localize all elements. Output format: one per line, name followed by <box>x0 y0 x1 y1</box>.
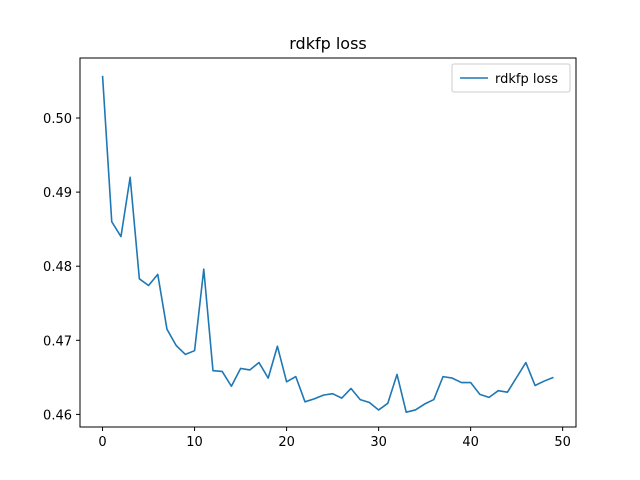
y-tick-label: 0.48 <box>43 260 72 275</box>
legend: rdkfp loss <box>451 63 571 93</box>
x-tick-label: 40 <box>462 435 479 450</box>
x-tick-label: 0 <box>98 435 106 450</box>
legend-box <box>451 63 571 93</box>
series-layer <box>101 75 554 413</box>
x-tick-label: 50 <box>554 435 571 450</box>
axes: 0 10 20 30 40 50 0.46 0.47 0.48 0.49 0.50 <box>43 57 577 450</box>
series-line <box>101 75 554 413</box>
y-tick-label: 0.46 <box>43 408 72 423</box>
plot-frame <box>79 57 577 428</box>
legend-label: rdkfp loss <box>495 72 558 87</box>
x-tick-label: 10 <box>186 435 203 450</box>
x-tick-label: 20 <box>278 435 295 450</box>
chart-title: rdkfp loss <box>289 34 367 53</box>
x-tick-label: 30 <box>370 435 387 450</box>
y-tick-label: 0.49 <box>43 186 72 201</box>
y-tick-label: 0.50 <box>43 112 72 127</box>
y-tick-label: 0.47 <box>43 334 72 349</box>
